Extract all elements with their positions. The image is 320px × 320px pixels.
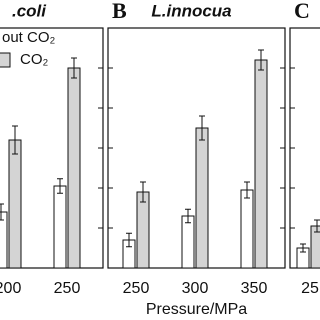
x-tick-label: 25: [301, 280, 319, 297]
legend-label: out CO₂: [2, 29, 56, 46]
legend-label: CO₂: [20, 51, 49, 68]
x-axis-label: Pressure/MPa: [146, 301, 247, 318]
error-bar: [300, 243, 306, 253]
x-tick-label: 200: [0, 280, 21, 297]
x-tick-label: 250: [123, 280, 150, 297]
error-bar: [140, 181, 146, 203]
bar: [181, 215, 195, 269]
bar: [254, 59, 268, 269]
error-bar: [57, 178, 63, 194]
panel-label: C: [294, 0, 310, 23]
error-bar: [314, 219, 320, 233]
error-bar: [126, 232, 132, 248]
panel-title: .coli: [12, 1, 47, 20]
panel-title: L.innocua: [151, 1, 231, 20]
error-bar: [244, 181, 250, 199]
panel-label: B: [112, 0, 127, 23]
bar: [195, 127, 209, 269]
error-bar: [185, 208, 191, 224]
bar: [8, 139, 22, 269]
bar: [53, 185, 67, 269]
error-bar: [12, 125, 18, 155]
x-tick-label: 300: [182, 280, 209, 297]
error-bar: [258, 49, 264, 71]
error-bar: [71, 57, 77, 79]
x-tick-label: 350: [241, 280, 268, 297]
x-tick-label: 250: [54, 280, 81, 297]
bar: [136, 191, 150, 269]
bar: [240, 189, 254, 269]
error-bar: [199, 115, 205, 141]
bar: [67, 67, 81, 269]
legend-swatch: [0, 52, 11, 68]
error-bar: [0, 203, 4, 221]
